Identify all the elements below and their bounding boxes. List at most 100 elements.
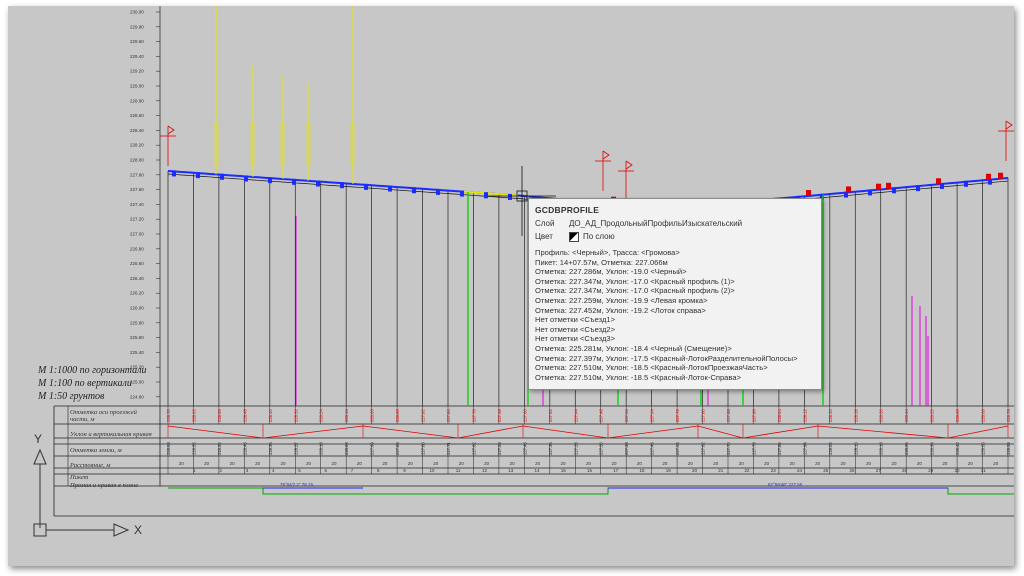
design-marker (876, 183, 881, 190)
ground-mark-label: 227.62 (471, 442, 476, 455)
design-mark-label: 228.32 (293, 409, 298, 422)
axis-tick-label: 228.60 (130, 113, 144, 118)
picket-label: 30 (955, 468, 961, 473)
distance-label: 20 (459, 461, 465, 466)
design-mark-label: 228.52 (930, 409, 935, 422)
ground-mark-label: 228.55 (191, 442, 196, 455)
profile-marker (268, 177, 272, 184)
picket-label: 16 (587, 468, 593, 473)
picket-label: 3 (246, 468, 249, 473)
profile-marker (988, 178, 992, 185)
ground-mark-label: 227.30 (599, 442, 604, 455)
yellow-marker-label (213, 123, 219, 165)
distance-label: 20 (662, 461, 668, 466)
profile-marker (316, 180, 320, 187)
ground-mark-label: 227.94 (802, 442, 807, 455)
ground-mark-label: 228.18 (319, 442, 324, 455)
distance-label: 20 (764, 461, 770, 466)
profile-marker (388, 185, 392, 192)
picket-label: 1 (193, 468, 196, 473)
picket-label: 5 (298, 468, 301, 473)
axis-tick-label: 229.20 (130, 69, 144, 74)
axis-tick-label: 227.20 (130, 217, 144, 222)
ucs-x-label: X (134, 523, 143, 537)
red-flag-icon (1005, 120, 1013, 130)
ground-mark-label: 228.34 (930, 442, 935, 455)
design-mark-label: 227.68 (497, 409, 502, 422)
yellow-marker-label (250, 123, 256, 165)
design-mark-label: 228.20 (828, 409, 833, 422)
ground-mark-label: 228.63 (166, 442, 171, 455)
distance-label: 20 (917, 461, 923, 466)
axis-tick-label: 226.60 (130, 261, 144, 266)
scale-vertical: М 1:100 по вертикали (38, 378, 132, 389)
profile-marker (844, 191, 848, 198)
picket-label: 13 (508, 468, 514, 473)
yellow-marker-label (280, 123, 286, 165)
distance-label: 20 (968, 461, 974, 466)
distance-label: 20 (586, 461, 592, 466)
ground-mark-label: 227.78 (751, 442, 756, 455)
axis-tick-label: 227.80 (130, 172, 144, 177)
design-marker (986, 173, 991, 180)
ground-mark-label: 228.08 (344, 442, 349, 455)
profile-marker (460, 190, 464, 197)
design-mark-label: 228.12 (802, 409, 807, 422)
distance-label: 20 (230, 461, 236, 466)
tooltip-line: Отметка: 227.452м, Уклон: -19.2 <Лоток с… (535, 305, 706, 315)
ground-mark-label: 228.10 (853, 442, 858, 455)
profile-marker (916, 185, 920, 192)
ground-mark-label: 228.02 (828, 442, 833, 455)
ucs-y-label: Y (34, 432, 43, 446)
drawing-canvas[interactable]: 230.00 229.80 229.60 229.40 229.20 229.00 228.… (8, 6, 1014, 566)
tooltip-line: Нет отметки <Съезд3> (535, 334, 616, 344)
ground-mark-label: 227.71 (446, 442, 451, 455)
ground-mark-label: 227.80 (421, 442, 426, 455)
profile-marker (196, 172, 200, 179)
ground-mark-label: 228.45 (242, 442, 247, 455)
tooltip-layer-key: Слой (535, 219, 555, 228)
profile-marker (436, 188, 440, 195)
picket-label: 2 (220, 468, 223, 473)
picket-label: 8 (377, 468, 380, 473)
design-mark-label: 228.16 (344, 409, 349, 422)
red-flag-icon (602, 150, 610, 160)
picket-label: 31 (981, 468, 987, 473)
distance-label: 20 (382, 461, 388, 466)
ground-mark-label: 227.36 (548, 442, 553, 455)
picket-label: 29 (928, 468, 934, 473)
design-mark-label: 228.70 (166, 409, 171, 422)
row-label-slope: Уклон и вертикальная кривая (70, 431, 152, 438)
tooltip-color-value: По слою (583, 232, 615, 241)
profile-marker (508, 193, 512, 200)
yellow-marker-label (305, 123, 311, 165)
picket-label: 24 (797, 468, 803, 473)
ground-mark-label: 227.86 (777, 442, 782, 455)
red-flag-icon (625, 160, 633, 170)
distance-label: 20 (611, 461, 617, 466)
design-mark-label: 228.76 (1006, 409, 1011, 422)
design-mark-label: 227.80 (701, 409, 706, 422)
tooltip-line: Отметка: 227.259м, Уклон: -19.9 <Левая к… (535, 295, 708, 305)
axis-tick-label: 227.60 (130, 187, 144, 192)
design-mark-label: 228.24 (319, 409, 324, 422)
design-mark-label: 228.40 (268, 409, 273, 422)
axis-tick-label: 225.40 (130, 350, 144, 355)
axis-tick-label: 226.00 (130, 306, 144, 311)
distance-label: 20 (942, 461, 948, 466)
slope-line (167, 425, 1009, 439)
design-mark-label: 228.48 (242, 409, 247, 422)
tooltip-color-key: Цвет (535, 232, 553, 241)
distance-label: 20 (255, 461, 261, 466)
design-mark-label: 227.92 (421, 409, 426, 422)
ground-mark-label: 228.50 (981, 442, 986, 455)
ground-mark-label: 227.46 (650, 442, 655, 455)
distance-label: 20 (841, 461, 847, 466)
tooltip-lines: Профиль: <Черный>, Трасса: <Громова> Пик… (535, 248, 821, 382)
design-mark-label: 227.44 (573, 409, 578, 422)
design-mark-label: 227.72 (675, 409, 680, 422)
design-mark-label: 228.36 (879, 409, 884, 422)
distance-label: 20 (891, 461, 897, 466)
design-mark-label: 227.48 (599, 409, 604, 422)
picket-label: 20 (692, 468, 698, 473)
